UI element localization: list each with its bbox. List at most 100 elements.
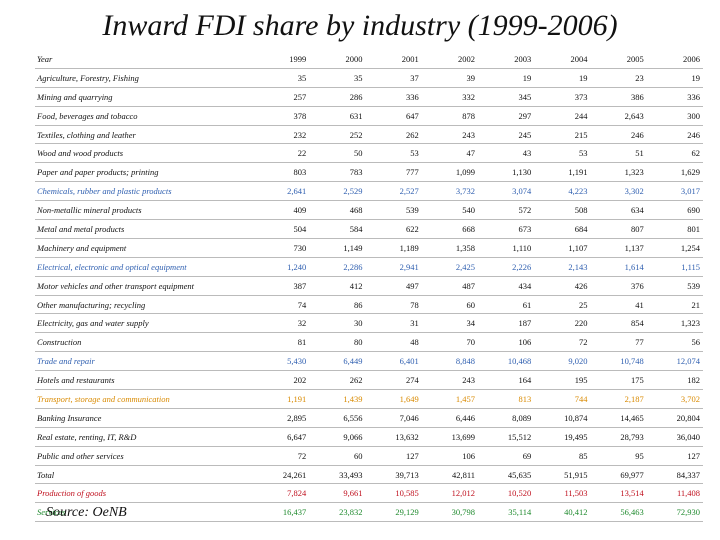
value-cell: 11,408 [646, 483, 703, 504]
row-label: Other manufacturing; recycling [35, 295, 253, 315]
value-cell: 2,286 [309, 257, 366, 277]
fdi-table: Year 1999 2000 2001 2002 2003 2004 2005 … [35, 50, 703, 523]
value-cell: 12,074 [646, 351, 703, 372]
table-row: Chemicals, rubber and plastic products 2,… [35, 181, 703, 202]
table-row: Mining and quarrying 257 286 336 332 345 373 38… [35, 87, 703, 107]
value-cell: 9,020 [534, 351, 591, 372]
value-cell: 690 [646, 200, 703, 221]
fdi-table-body: Year 1999 2000 2001 2002 2003 2004 2005 … [35, 50, 703, 523]
value-cell: 60 [309, 446, 366, 466]
value-cell: 244 [534, 106, 591, 126]
value-cell: 854 [590, 313, 647, 334]
row-label: Motor vehicles and other transport equip… [35, 276, 253, 296]
row-label: Textiles, clothing and leather [35, 125, 253, 145]
value-cell: 23 [590, 68, 647, 88]
value-cell: 45,635 [478, 465, 535, 485]
value-cell: 373 [534, 87, 591, 107]
value-cell: 336 [646, 87, 703, 107]
row-label: Transport, storage and communication [35, 389, 253, 409]
value-cell: 2,895 [253, 408, 310, 428]
value-cell: 4,223 [534, 181, 591, 202]
table-row: Motor vehicles and other transport equip… [35, 276, 703, 296]
value-cell: 106 [478, 332, 535, 353]
value-cell: 2,529 [309, 181, 366, 202]
value-cell: 1,323 [646, 313, 703, 334]
value-cell: 1,629 [646, 162, 703, 183]
value-cell: 1,189 [365, 238, 422, 258]
value-cell: 11,503 [534, 483, 591, 504]
value-cell: 1,457 [421, 389, 478, 409]
value-cell: 1,115 [646, 257, 703, 277]
value-cell: 487 [421, 276, 478, 296]
table-row: Transport, storage and communication 1,19… [35, 389, 703, 409]
value-cell: 25 [534, 295, 591, 315]
value-cell: 1,649 [365, 389, 422, 409]
value-cell: 634 [590, 200, 647, 221]
row-label: Services [35, 502, 253, 523]
value-cell: 262 [365, 125, 422, 145]
table-row: Production of goods 7,824 9,661 10,585 12,01… [35, 483, 703, 504]
value-cell: 43 [478, 143, 535, 164]
value-cell: 300 [646, 106, 703, 126]
value-cell: 24,261 [253, 465, 310, 485]
value-cell: 195 [534, 370, 591, 391]
table-row: Agriculture, Forestry, Fishing 35 35 37 39 19… [35, 68, 703, 88]
value-cell: 34 [421, 313, 478, 334]
value-cell: 39 [421, 68, 478, 88]
value-cell: 81 [253, 332, 310, 353]
value-cell: 1,240 [253, 257, 310, 277]
value-cell: 70 [421, 332, 478, 353]
value-cell: 33,493 [309, 465, 366, 485]
row-label: Food, beverages and tobacco [35, 106, 253, 126]
header-label: Year [35, 50, 253, 69]
value-cell: 15,512 [478, 427, 535, 447]
value-cell: 31 [365, 313, 422, 334]
value-cell: 32 [253, 313, 310, 334]
value-cell: 5,430 [253, 351, 310, 372]
value-cell: 376 [590, 276, 647, 296]
value-cell: 297 [478, 106, 535, 126]
value-cell: 386 [590, 87, 647, 107]
value-cell: 3,074 [478, 181, 535, 202]
value-cell: 584 [309, 219, 366, 239]
value-cell: 1,137 [590, 238, 647, 258]
value-cell: 30 [309, 313, 366, 334]
value-cell: 3,017 [646, 181, 703, 202]
table-row: Banking Insurance 2,895 6,556 7,046 6,446 8,0… [35, 408, 703, 428]
row-label: Electrical, electronic and optical equip… [35, 257, 253, 277]
value-cell: 106 [421, 446, 478, 466]
value-cell: 252 [309, 125, 366, 145]
value-cell: 539 [365, 200, 422, 221]
value-cell: 220 [534, 313, 591, 334]
value-cell: 1,614 [590, 257, 647, 277]
value-cell: 504 [253, 219, 310, 239]
value-cell: 56 [646, 332, 703, 353]
value-cell: 13,699 [421, 427, 478, 447]
source-note: Source: OeNB [46, 505, 127, 520]
table-row: Textiles, clothing and leather 232 252 262 2… [35, 125, 703, 145]
year-header: 2002 [421, 50, 478, 69]
value-cell: 434 [478, 276, 535, 296]
value-cell: 20,804 [646, 408, 703, 428]
row-label: Public and other services [35, 446, 253, 466]
value-cell: 246 [590, 125, 647, 145]
value-cell: 2,425 [421, 257, 478, 277]
value-cell: 202 [253, 370, 310, 391]
table-row: Electricity, gas and water supply 32 30 31 3… [35, 313, 703, 334]
row-label: Wood and wood products [35, 143, 253, 164]
value-cell: 35 [253, 68, 310, 88]
table-row: Total 24,261 33,493 39,713 42,811 45,635 51,91… [35, 465, 703, 485]
table-row: Wood and wood products 22 50 53 47 43 53 51 62 [35, 143, 703, 164]
value-cell: 127 [646, 446, 703, 466]
table-row: Services 16,437 23,832 29,129 30,798 35,114 40… [35, 502, 703, 523]
value-cell: 10,874 [534, 408, 591, 428]
value-cell: 730 [253, 238, 310, 258]
value-cell: 19,495 [534, 427, 591, 447]
year-header: 2003 [478, 50, 535, 69]
value-cell: 783 [309, 162, 366, 183]
value-cell: 2,226 [478, 257, 535, 277]
value-cell: 813 [478, 389, 535, 409]
table-row: Non-metallic mineral products 409 468 539 54… [35, 200, 703, 221]
value-cell: 622 [365, 219, 422, 239]
